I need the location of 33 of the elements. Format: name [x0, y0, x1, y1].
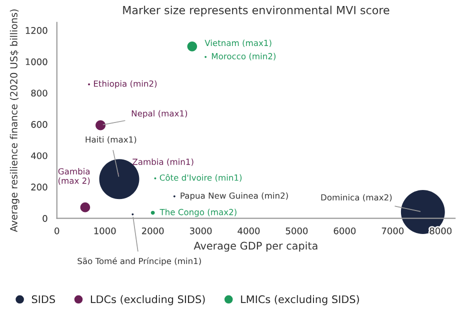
legend-label: LMICs (excluding SIDS) — [241, 295, 359, 306]
y-tick-label: 800 — [31, 90, 48, 97]
x-tick-label: 4000 — [238, 227, 260, 234]
x-tick-label: 5000 — [286, 227, 308, 234]
annotation: Vietnam (max1) — [204, 40, 272, 48]
y-tick-label: 1200 — [26, 27, 48, 34]
x-tick-label: 7000 — [382, 227, 404, 234]
x-tick-label: 1000 — [94, 227, 116, 234]
annotation: Dominica (max2) — [321, 194, 392, 202]
x-tick-label: 6000 — [334, 227, 356, 234]
y-tick-label: 600 — [31, 121, 48, 128]
annotation: Nepal (max1) — [132, 110, 188, 118]
x-tick-label: 3000 — [190, 227, 212, 234]
legend-label: SIDS — [32, 295, 55, 304]
legend-label: LDCs (excluding SIDS) — [90, 295, 205, 306]
y-tick-label: 200 — [31, 184, 48, 191]
annotation: Gambia (max 2) — [58, 168, 90, 185]
annotation: Morocco (min2) — [212, 52, 276, 60]
chart-title: Marker size represents environmental MVI score — [123, 6, 390, 16]
y-tick-label: 400 — [31, 152, 48, 160]
annotation: São Tomé and Príncipe (min1) — [78, 257, 201, 266]
annotation: Papua New Guinea (min2) — [180, 192, 288, 200]
annotation: Zambia (min1) — [132, 158, 194, 166]
annotation: Haiti (max1) — [86, 136, 136, 144]
x-axis-title: Average GDP per capita — [194, 242, 318, 252]
annotation: Côte d'Ivoire (min1) — [160, 174, 242, 182]
x-tick-label: 2000 — [142, 227, 164, 234]
x-tick-label: 0 — [54, 227, 60, 234]
y-tick-label: 0 — [42, 215, 48, 222]
annotation: Ethiopia (min2) — [94, 80, 157, 88]
y-tick-label: 1000 — [26, 58, 48, 66]
y-axis-title: Average resilience finance (2020 US$ billions) — [10, 9, 20, 232]
annotation: The Congo (max2) — [160, 208, 236, 217]
